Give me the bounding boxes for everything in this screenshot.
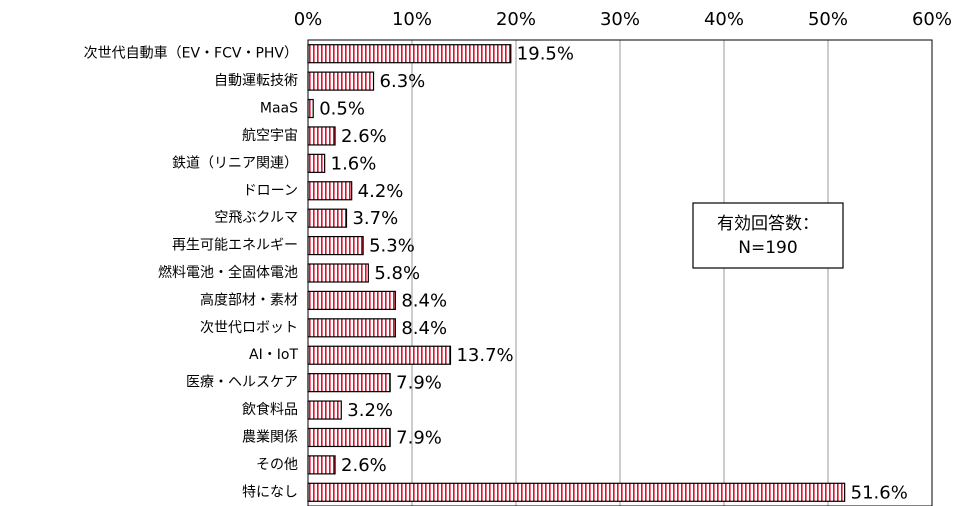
- value-label: 0.5%: [319, 99, 365, 120]
- bar: [307, 290, 396, 311]
- value-label: 3.2%: [347, 400, 393, 421]
- y-tick-label: AI・IoT: [249, 347, 298, 363]
- value-label: 2.6%: [341, 126, 387, 147]
- value-label: 4.2%: [358, 181, 404, 202]
- value-label: 19.5%: [517, 44, 574, 65]
- value-label: 3.7%: [352, 208, 398, 229]
- x-tick-label: 20%: [496, 9, 536, 30]
- y-tick-label: 高度部材・素材: [200, 291, 298, 308]
- y-tick-label: 自動運転技術: [214, 73, 298, 89]
- y-tick-label: その他: [256, 457, 298, 473]
- bar: [307, 263, 369, 283]
- value-label: 5.8%: [374, 263, 420, 284]
- bar: [307, 400, 342, 420]
- y-tick-label: 次世代自動車（EV・FCV・PHV）: [84, 45, 298, 62]
- bar: [307, 235, 364, 256]
- value-label: 1.6%: [331, 153, 377, 174]
- y-tick-label: 鉄道（リニア関連）: [172, 155, 298, 171]
- y-tick-label: 次世代ロボット: [200, 320, 298, 336]
- value-label: 13.7%: [456, 345, 513, 366]
- x-tick-label: 30%: [600, 9, 640, 30]
- bar: [307, 181, 353, 201]
- x-tick-label: 0%: [294, 9, 323, 30]
- value-label: 6.3%: [380, 71, 426, 92]
- y-tick-label: 航空宇宙: [242, 128, 298, 144]
- bar: [307, 345, 452, 365]
- bar: [307, 71, 375, 91]
- y-tick-label: 空飛ぶクルマ: [214, 210, 298, 226]
- x-tick-label: 40%: [704, 9, 744, 30]
- y-tick-label: MaaS: [260, 101, 298, 117]
- bar: [307, 427, 391, 448]
- value-label: 7.9%: [396, 373, 442, 394]
- x-tick-label: 60%: [912, 9, 952, 30]
- value-label: 51.6%: [851, 482, 908, 503]
- bar: [307, 318, 396, 338]
- value-label: 7.9%: [396, 427, 442, 448]
- bar: [307, 153, 326, 173]
- annotation-box: [692, 202, 844, 269]
- bar: [307, 98, 314, 119]
- y-tick-label: 再生可能エネルギー: [172, 238, 298, 254]
- x-tick-label: 50%: [808, 9, 848, 30]
- bar: [307, 44, 512, 64]
- annotation: N=190: [738, 238, 797, 258]
- y-tick-label: 農業関係: [242, 429, 298, 445]
- y-tick-label: 特になし: [242, 484, 298, 500]
- value-label: 8.4%: [401, 318, 447, 339]
- bar: [307, 208, 348, 228]
- x-tick-label: 10%: [392, 9, 432, 30]
- y-tick-label: 飲食料品: [242, 401, 298, 418]
- y-tick-label: 燃料電池・全固体電池: [158, 264, 298, 281]
- value-label: 5.3%: [369, 236, 415, 257]
- value-label: 2.6%: [341, 455, 387, 476]
- bar: [307, 126, 336, 146]
- annotation: 有効回答数：: [717, 214, 819, 234]
- value-label: 8.4%: [401, 290, 447, 311]
- y-tick-label: ドローン: [243, 183, 298, 199]
- bar: [307, 455, 336, 475]
- bar: [307, 373, 391, 393]
- bar: [307, 482, 846, 502]
- y-tick-label: 医療・ヘルスケア: [186, 374, 298, 391]
